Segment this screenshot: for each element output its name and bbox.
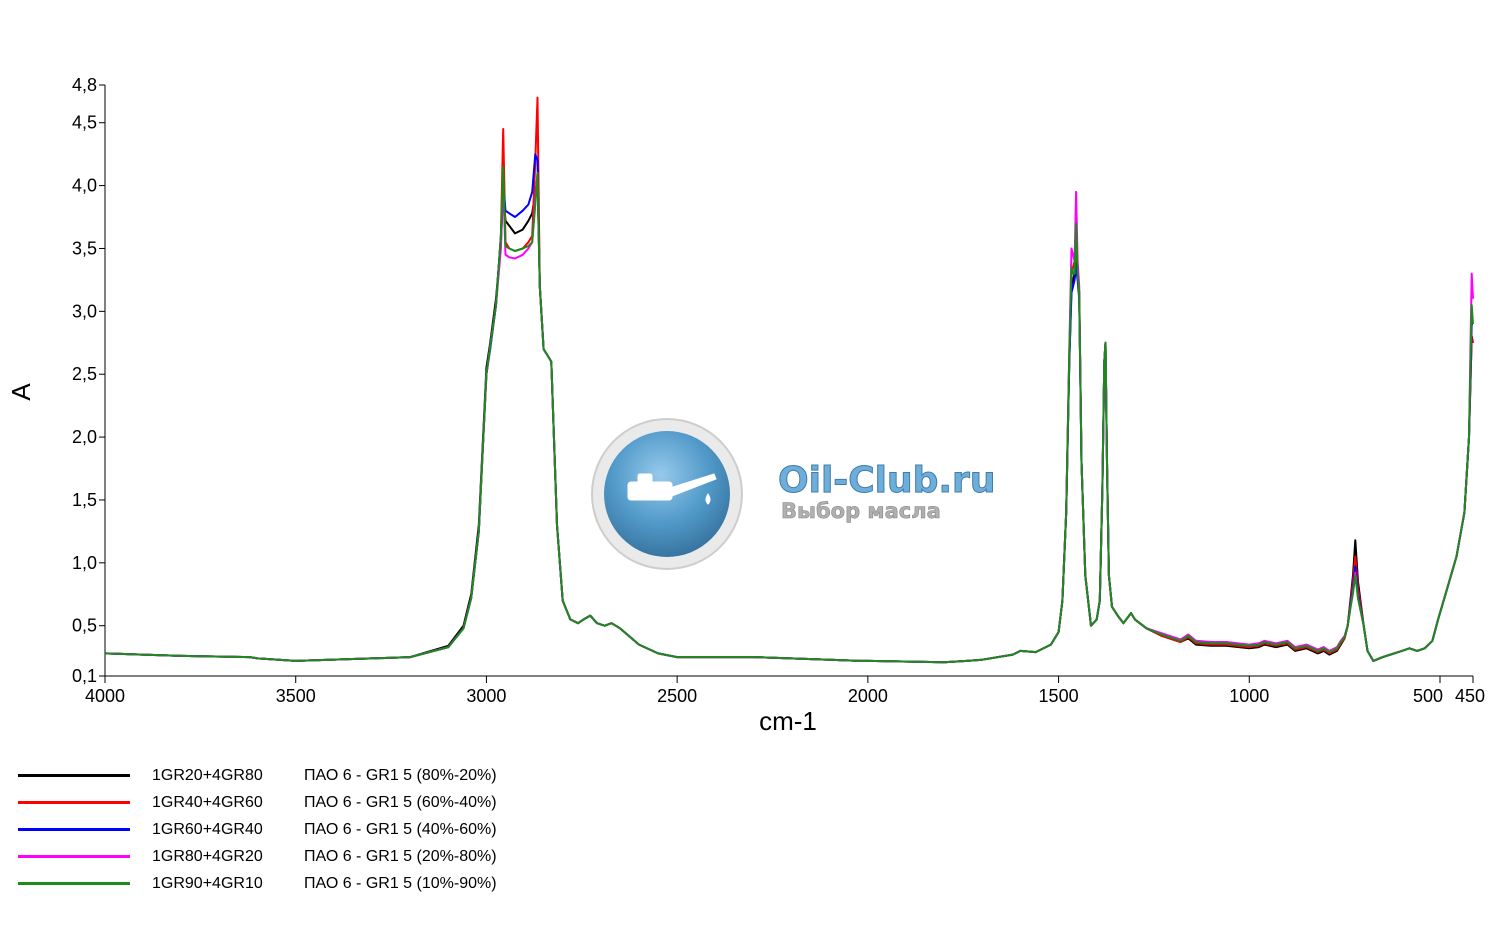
legend-swatch: [18, 774, 130, 777]
legend-swatch: [18, 801, 130, 804]
y-axis-title: A: [6, 383, 36, 401]
legend-swatch: [18, 828, 130, 831]
oil-can-icon: [627, 473, 717, 505]
x-tick-label: 2500: [657, 686, 697, 706]
legend-code: 1GR80+4GR20: [152, 847, 263, 865]
legend-code: 1GR90+4GR10: [152, 874, 263, 892]
legend-item: 1GR40+4GR60 ПАО 6 - GR1 5 (60%-40%): [18, 789, 497, 816]
y-tick-label: 3,5: [72, 238, 97, 258]
axes: 0,1 0,5 1,0 1,5 2,0 2,5 3,0 3,5 4,0 4,5 4,8 4000 350…: [72, 75, 1485, 706]
legend-item: 1GR80+4GR20 ПАО 6 - GR1 5 (20%-80%): [18, 843, 497, 870]
legend-item: 1GR60+4GR40 ПАО 6 - GR1 5 (40%-60%): [18, 816, 497, 843]
x-tick-label: 500: [1413, 686, 1443, 706]
y-tick-label: 2,5: [72, 364, 97, 384]
legend-desc: ПАО 6 - GR1 5 (20%-80%): [304, 847, 497, 865]
series-layer: [104, 96, 1474, 664]
x-tick-label: 1000: [1229, 686, 1269, 706]
y-tick-label: 3,0: [72, 301, 97, 321]
legend-code: 1GR20+4GR80: [152, 766, 263, 784]
x-tick-label: 2000: [848, 686, 888, 706]
series-line-4: [104, 172, 1474, 664]
series-line-3: [104, 153, 1473, 664]
x-tick-label: 450: [1455, 686, 1485, 706]
y-tick-label: 4,5: [72, 113, 97, 133]
legend-desc: ПАО 6 - GR1 5 (40%-60%): [304, 820, 497, 838]
legend-desc: ПАО 6 - GR1 5 (60%-40%): [304, 793, 497, 811]
legend-desc: ПАО 6 - GR1 5 (80%-20%): [304, 766, 497, 784]
legend-swatch: [18, 882, 130, 885]
y-tick-label: 1,0: [72, 553, 97, 573]
x-tick-label: 1500: [1039, 686, 1079, 706]
y-tick-label: 4,0: [72, 176, 97, 196]
legend-desc: ПАО 6 - GR1 5 (10%-90%): [304, 874, 497, 892]
series-line-1: [104, 178, 1474, 664]
x-tick-label: 3000: [466, 686, 506, 706]
y-tick-label: 4,8: [72, 75, 97, 95]
series-line-5: [104, 165, 1474, 664]
watermark-slogan: Выбор масла: [781, 499, 941, 523]
series-line-2: [104, 96, 1474, 664]
x-tick-label: 3500: [276, 686, 316, 706]
x-axis-title: cm-1: [759, 706, 817, 736]
y-tick-label: 0,1: [72, 666, 97, 686]
y-tick-label: 0,5: [72, 616, 97, 636]
y-tick-label: 1,5: [72, 490, 97, 510]
legend-code: 1GR60+4GR40: [152, 820, 263, 838]
legend-swatch: [18, 855, 130, 858]
x-tick-label: 4000: [85, 686, 125, 706]
watermark: Oil-Club.ru Выбор масла: [591, 418, 996, 570]
legend-item: 1GR20+4GR80 ПАО 6 - GR1 5 (80%-20%): [18, 762, 497, 789]
legend-code: 1GR40+4GR60: [152, 793, 263, 811]
watermark-site: Oil-Club.ru: [778, 460, 995, 501]
legend: 1GR20+4GR80 ПАО 6 - GR1 5 (80%-20%) 1GR40+…: [18, 762, 497, 897]
legend-item: 1GR90+4GR10 ПАО 6 - GR1 5 (10%-90%): [18, 870, 497, 897]
y-tick-label: 2,0: [72, 427, 97, 447]
